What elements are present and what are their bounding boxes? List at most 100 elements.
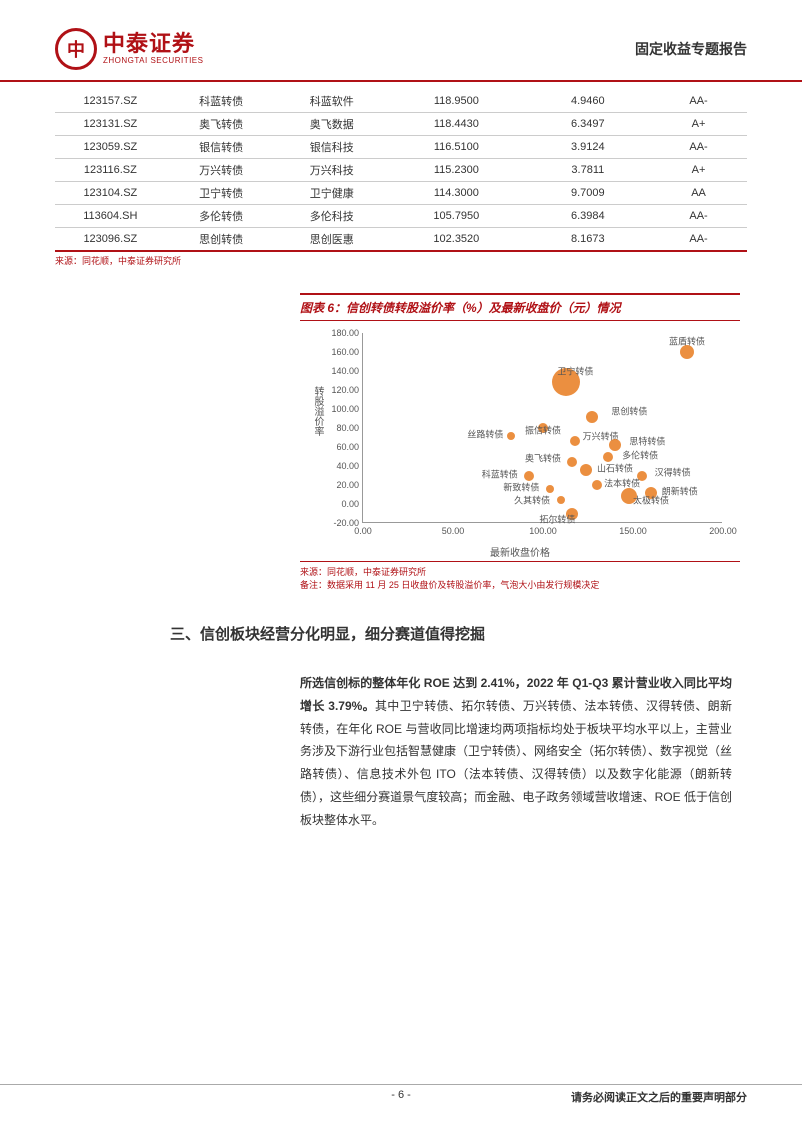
bubble-label: 法本转债 [604,477,640,490]
y-tick: 60.00 [336,442,363,452]
table-row: 123096.SZ思创转债思创医惠102.35208.1673AA- [55,228,747,252]
table-cell: AA- [650,90,747,113]
bubble-label: 振信转债 [525,423,561,436]
bubble-point [680,345,694,359]
x-tick: 200.00 [709,526,737,536]
bubble-point [570,436,580,446]
table-row: 123116.SZ万兴转债万兴科技115.23003.7811A+ [55,159,747,182]
table-cell: A+ [650,113,747,136]
table-cell: 3.9124 [526,136,651,159]
chart-source: 来源：同花顺，中泰证券研究所 [300,561,740,578]
table-cell: 多伦转债 [166,205,277,228]
table-cell: 卫宁健康 [276,182,387,205]
table-row: 123059.SZ银信转债银信科技116.51003.9124AA- [55,136,747,159]
table-cell: 123157.SZ [55,90,166,113]
bubble-label: 汉得转债 [655,465,691,478]
chart-note: 备注：数据采用 11 月 25 日收盘价及转股溢价率，气泡大小由发行规模决定 [300,578,740,591]
bubble-label: 科蓝转债 [482,467,518,480]
table-cell: 思创转债 [166,228,277,252]
bubble-label: 奥飞转债 [525,452,561,465]
bubble-label: 卫宁转债 [557,365,593,378]
bubble-label: 思特转债 [629,435,665,448]
table-cell: 4.9460 [526,90,651,113]
bubble-label: 丝路转债 [467,427,503,440]
table-row: 123104.SZ卫宁转债卫宁健康114.30009.7009AA [55,182,747,205]
table-row: 113604.SH多伦转债多伦科技105.79506.3984AA- [55,205,747,228]
table-cell: 多伦科技 [276,205,387,228]
page-number: - 6 - [286,1089,517,1105]
table-cell: 银信科技 [276,136,387,159]
scatter-chart: 转股溢价率 -20.000.0020.0040.0060.0080.00100.… [300,321,740,561]
table-cell: 115.2300 [387,159,525,182]
x-tick: 50.00 [442,526,465,536]
table-cell: 123104.SZ [55,182,166,205]
bubble-label: 多伦转债 [622,448,658,461]
table-cell: 9.7009 [526,182,651,205]
bubble-label: 新致转债 [503,480,539,493]
table-cell: AA [650,182,747,205]
logo-cn: 中泰证券 [103,33,203,55]
chart-title: 图表 6：信创转债转股溢价率（%）及最新收盘价（元）情况 [300,293,740,321]
table-cell: 3.7811 [526,159,651,182]
table-cell: 123096.SZ [55,228,166,252]
table-cell: 118.4430 [387,113,525,136]
table-row: 123157.SZ科蓝转债科蓝软件118.95004.9460AA- [55,90,747,113]
table-cell: 102.3520 [387,228,525,252]
bubble-label: 太极转债 [633,494,669,507]
bubble-label: 山石转债 [597,461,633,474]
table-cell: 卫宁转债 [166,182,277,205]
table-cell: AA- [650,205,747,228]
x-tick: 0.00 [354,526,372,536]
logo-icon: 中 [55,28,97,70]
chart-ylabel: 转股溢价率 [310,386,325,436]
x-tick: 100.00 [529,526,557,536]
table-cell: 万兴转债 [166,159,277,182]
bubble-label: 思创转债 [611,404,647,417]
footer-spacer [55,1089,286,1105]
logo-block: 中 中泰证券 ZHONGTAI SECURITIES [55,28,203,70]
y-tick: 140.00 [331,366,363,376]
table-row: 123131.SZ奥飞转债奥飞数据118.44306.3497A+ [55,113,747,136]
footer-disclaimer: 请务必阅读正文之后的重要声明部分 [516,1089,747,1105]
table-cell: 105.7950 [387,205,525,228]
y-tick: 180.00 [331,328,363,338]
svg-text:中: 中 [67,39,85,60]
table-cell: AA- [650,136,747,159]
table-cell: 奥飞转债 [166,113,277,136]
table-cell: A+ [650,159,747,182]
table-cell: AA- [650,228,747,252]
page-footer: - 6 - 请务必阅读正文之后的重要声明部分 [0,1084,802,1105]
bubble-point [546,485,554,493]
x-tick: 150.00 [619,526,647,536]
bubble-point [524,471,534,481]
bubble-label: 拓尔转债 [539,513,575,526]
bubble-point [567,457,577,467]
y-tick: 160.00 [331,347,363,357]
y-tick: 120.00 [331,385,363,395]
bubble-point [592,480,602,490]
y-tick: 40.00 [336,461,363,471]
bubble-point [580,464,592,476]
table-cell: 123116.SZ [55,159,166,182]
bubble-label: 蓝盾转债 [669,334,705,347]
table-cell: 123059.SZ [55,136,166,159]
bubble-point [557,496,565,504]
table-cell: 奥飞数据 [276,113,387,136]
y-tick: 80.00 [336,423,363,433]
chart-block: 图表 6：信创转债转股溢价率（%）及最新收盘价（元）情况 转股溢价率 -20.0… [300,293,740,591]
bubble-label: 久其转债 [514,494,550,507]
table-cell: 118.9500 [387,90,525,113]
para-rest: 其中卫宁转债、拓尔转债、万兴转债、法本转债、汉得转债、朗新转债，在年化 ROE … [300,699,732,827]
table-cell: 6.3497 [526,113,651,136]
table-cell: 123131.SZ [55,113,166,136]
section-body: 所选信创标的整体年化 ROE 达到 2.41%，2022 年 Q1-Q3 累计营… [300,672,732,832]
table-cell: 116.5100 [387,136,525,159]
table-cell: 银信转债 [166,136,277,159]
bubble-point [507,432,515,440]
bubble-point [609,439,621,451]
table-cell: 科蓝转债 [166,90,277,113]
bubble-point [586,411,598,423]
table-source: 来源：同花顺，中泰证券研究所 [0,252,802,267]
logo-en: ZHONGTAI SECURITIES [103,57,203,65]
section-heading: 三、信创板块经营分化明显，细分赛道值得挖掘 [170,623,802,644]
